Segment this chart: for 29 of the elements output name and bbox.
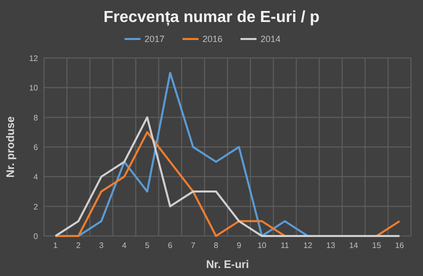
chart-title: Frecvența numar de E-uri / p xyxy=(103,9,320,26)
x-tick-label: 12 xyxy=(303,241,313,250)
x-tick-label: 13 xyxy=(326,241,336,250)
x-tick-label: 7 xyxy=(190,241,196,250)
x-tick-label: 5 xyxy=(144,241,150,250)
y-axis-title: Nr. produse xyxy=(5,116,17,178)
x-tick-label: 3 xyxy=(99,241,104,250)
x-tick-label: 2 xyxy=(76,241,82,250)
x-tick-label: 1 xyxy=(53,241,58,250)
y-tick-label: 10 xyxy=(29,84,39,93)
y-tick-label: 4 xyxy=(34,172,39,182)
x-tick-label: 10 xyxy=(257,241,267,250)
x-tick-label: 4 xyxy=(122,241,128,250)
x-tick-label: 14 xyxy=(349,241,359,250)
y-tick-label: 6 xyxy=(34,143,39,152)
x-tick-label: 15 xyxy=(372,241,382,250)
legend-label: 2014 xyxy=(260,34,281,44)
x-tick-label: 9 xyxy=(236,241,242,250)
y-tick-label: 0 xyxy=(34,232,39,241)
y-tick-label: 2 xyxy=(34,202,39,212)
x-tick-label: 16 xyxy=(395,241,405,250)
y-tick-label: 12 xyxy=(29,54,39,63)
x-tick-label: 11 xyxy=(280,241,290,250)
x-tick-label: 8 xyxy=(214,241,219,250)
x-tick-label: 6 xyxy=(168,241,173,250)
y-tick-label: 8 xyxy=(34,113,39,122)
x-axis-title: Nr. E-uri xyxy=(206,259,249,271)
legend-label: 2017 xyxy=(144,34,165,44)
legend-label: 2016 xyxy=(202,34,223,44)
